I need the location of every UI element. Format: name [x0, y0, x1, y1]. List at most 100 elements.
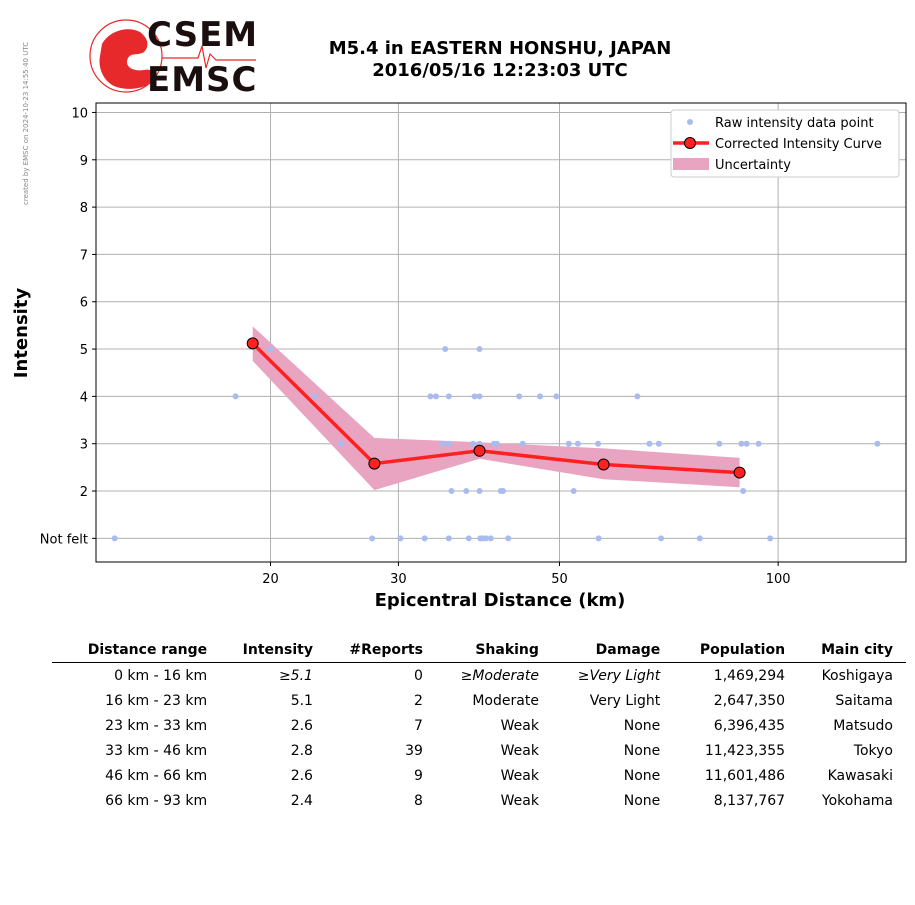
raw-data-point — [505, 535, 512, 542]
table-header-row: Distance range Intensity #Reports Shakin… — [52, 640, 906, 663]
cell-reports: 7 — [414, 717, 423, 734]
header-reports: #Reports — [325, 640, 436, 663]
cell-population: 11,601,486 — [704, 767, 786, 784]
raw-data-point — [655, 440, 662, 447]
raw-data-point — [634, 393, 641, 400]
table-row: 16 km - 23 km 5.1 2 Moderate Very Light … — [52, 688, 906, 713]
uncertainty-band — [252, 326, 740, 491]
cell-damage: Very Light — [589, 692, 661, 709]
logo-globe-map — [99, 29, 156, 89]
cell-range: 23 km - 33 km — [105, 717, 208, 734]
x-axis-label: Epicentral Distance (km) — [375, 590, 626, 611]
cell-reports: 9 — [414, 767, 423, 784]
y-tick-label: 2 — [80, 485, 88, 500]
raw-data-point — [442, 346, 449, 353]
intensity-chart: 20 30 50 100 Not felt 2 3 4 5 6 7 8 9 10 Epicentral Di… — [11, 102, 907, 611]
y-tick-label: 6 — [80, 296, 88, 311]
cell-shaking: Moderate — [472, 692, 539, 709]
raw-data-point — [448, 488, 455, 495]
raw-data-point — [553, 393, 560, 400]
raw-data-point — [487, 535, 494, 542]
plot-frame — [95, 102, 907, 563]
raw-data-point — [427, 393, 434, 400]
raw-data-point — [595, 440, 602, 447]
cell-damage: None — [623, 767, 661, 784]
raw-data-point — [476, 393, 483, 400]
cell-damage: ≥Very Light — [577, 667, 661, 684]
cell-intensity: ≥5.1 — [278, 667, 313, 684]
y-tick-label: 7 — [80, 248, 88, 263]
cell-shaking: Weak — [500, 742, 539, 759]
x-tick-label: 20 — [262, 572, 279, 587]
cell-damage: None — [623, 792, 661, 809]
legend-label: Raw intensity data point — [715, 116, 874, 131]
raw-data-point — [111, 535, 118, 542]
logo-globe-outline — [89, 19, 163, 93]
logo-seismogram — [162, 45, 256, 69]
cell-population: 1,469,294 — [713, 667, 786, 684]
cell-population: 2,647,350 — [713, 692, 786, 709]
table-row: 23 km - 33 km 2.6 7 Weak None 6,396,435 … — [52, 713, 906, 738]
table-row: 0 km - 16 km ≥5.1 0 ≥Moderate ≥Very Ligh… — [52, 663, 906, 689]
raw-data-point — [767, 535, 774, 542]
raw-data-point — [482, 535, 489, 542]
cell-damage: None — [623, 742, 661, 759]
cell-damage: None — [623, 717, 661, 734]
raw-data-point — [500, 488, 507, 495]
raw-data-point — [369, 535, 376, 542]
raw-data-point — [433, 393, 440, 400]
raw-data-point — [445, 535, 452, 542]
legend-uncertainty-swatch — [673, 158, 709, 170]
table-row: 46 km - 66 km 2.6 9 Weak None 11,601,486… — [52, 763, 906, 788]
cell-city: Saitama — [835, 692, 893, 709]
raw-data-point — [337, 440, 344, 447]
cell-intensity: 2.6 — [290, 767, 313, 784]
raw-data-point — [471, 393, 478, 400]
x-tick-label: 30 — [390, 572, 407, 587]
raw-data-point — [570, 488, 577, 495]
table-row: 66 km - 93 km 2.4 8 Weak None 8,137,767 … — [52, 788, 906, 813]
y-tick-label: 4 — [80, 390, 88, 405]
raw-data-point — [738, 440, 745, 447]
curve-marker — [246, 337, 259, 350]
y-tick-label: 10 — [71, 106, 88, 121]
cell-intensity: 2.4 — [290, 792, 313, 809]
logo-text-line2: EMSC — [147, 60, 258, 100]
cell-shaking: Weak — [500, 767, 539, 784]
raw-data-point — [536, 393, 543, 400]
raw-data-point — [476, 346, 483, 353]
raw-data-point — [476, 488, 483, 495]
raw-data-point — [516, 393, 523, 400]
cell-reports: 2 — [414, 692, 423, 709]
logo-text-line1: CSEM — [147, 15, 259, 55]
raw-data-point — [445, 440, 452, 447]
raw-data-point — [397, 535, 404, 542]
cell-reports: 8 — [414, 792, 423, 809]
raw-data-point — [743, 440, 750, 447]
distance-summary-table: Distance range Intensity #Reports Shakin… — [52, 640, 906, 813]
chart-title-line1: M5.4 in EASTERN HONSHU, JAPAN — [328, 38, 672, 59]
cell-city: Matsudo — [833, 717, 893, 734]
raw-data-point — [465, 535, 472, 542]
raw-data-point — [755, 440, 762, 447]
y-tick-label: 5 — [80, 343, 88, 358]
cell-shaking: ≥Moderate — [460, 667, 539, 684]
y-tick-label: Not felt — [40, 532, 88, 547]
raw-data-point — [267, 346, 274, 353]
raw-data-point — [874, 440, 881, 447]
raw-data-point — [696, 535, 703, 542]
legend-label: Uncertainty — [715, 158, 791, 173]
cell-range: 46 km - 66 km — [105, 767, 208, 784]
legend-raw-point-swatch — [687, 119, 693, 125]
y-tick-label: 3 — [80, 438, 88, 453]
header-intensity: Intensity — [220, 640, 326, 663]
raw-data-point — [646, 440, 653, 447]
raw-data-point — [311, 393, 318, 400]
raw-data-point — [716, 440, 723, 447]
curve-marker — [368, 457, 381, 470]
cell-shaking: Weak — [500, 792, 539, 809]
emsc-logo — [89, 19, 256, 93]
cell-population: 6,396,435 — [713, 717, 786, 734]
legend-box — [670, 109, 900, 178]
curve-marker — [733, 466, 746, 479]
